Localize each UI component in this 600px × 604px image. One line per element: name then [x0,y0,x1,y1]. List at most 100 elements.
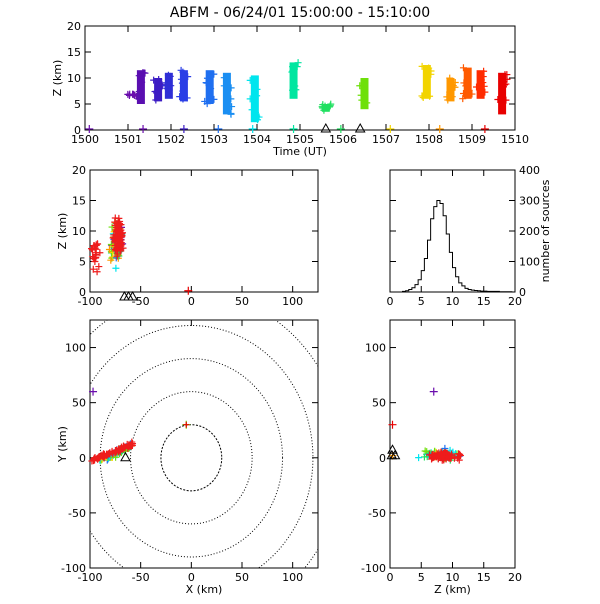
range-rings [90,320,318,568]
range-ring [130,391,253,525]
source-point [111,245,119,253]
source-point [176,93,184,101]
y-tick-label: 10 [67,72,81,85]
source-point [227,95,235,103]
y-tick-label: 10 [72,225,86,238]
ground-strike-point [435,124,444,133]
source-point [455,456,463,464]
source-point [89,265,97,273]
source-point [201,97,209,105]
source-point [459,89,467,97]
source-point [118,232,126,240]
x-tick-label: 20 [508,295,522,308]
source-point [184,73,192,81]
source-point [418,92,426,100]
y-tick-label: 100 [365,342,386,355]
source-point [429,387,438,396]
ground-strike-point [480,124,489,133]
source-point [179,87,187,95]
source-point [432,452,440,460]
source-point [106,450,114,458]
ground-strike-point [139,124,148,133]
source-point [479,79,487,87]
plot-frame [89,319,319,569]
x-tick-label: 1500 [71,133,99,146]
x-tick-label: 0 [188,571,195,584]
source-point [428,451,436,459]
ground-strike-point [179,124,188,133]
station-marker [354,122,366,133]
source-point [128,440,136,448]
source-point [178,79,186,87]
source-point [177,66,185,74]
source-point [113,234,121,242]
source-point [165,78,173,86]
source-point [210,70,218,78]
x-tick-label: 1506 [329,133,357,146]
range-ring [90,325,314,568]
source-point [290,63,298,71]
source-cluster-bar [250,75,259,123]
x-tick-label: 1504 [243,133,271,146]
y-tick-label: 100 [65,342,86,355]
source-point [152,96,160,104]
y-tick-label: 200 [519,225,540,238]
source-point [220,74,228,82]
source-point [480,82,488,90]
source-point [420,453,428,461]
source-point [459,64,467,72]
source-point [294,59,302,67]
y-tick-label: -50 [368,507,386,520]
station-marker [127,290,138,301]
x-tick-label: 5 [418,571,425,584]
source-point [107,256,115,264]
source-point [481,88,489,96]
source-point [135,72,143,80]
x-height-panel: -100 -50 0 50 100 0 5 10 15 20 Z (km) [56,164,319,308]
x-tick-label: 5 [418,295,425,308]
source-point [90,254,98,262]
source-point [203,79,211,87]
source-point [454,453,462,461]
source-point [210,95,218,103]
ground-strike-point [85,124,94,133]
source-point [92,251,100,259]
source-point [115,445,123,453]
range-ring [160,424,223,492]
y-tick-label: 5 [74,98,81,111]
x-tick-label: 0 [188,295,195,308]
source-point [135,87,143,95]
source-point [95,263,103,271]
plot-frame [89,169,319,293]
y-tick-label: 15 [67,46,81,59]
source-point [358,96,366,104]
x-tick-label: 15 [477,295,491,308]
source-point [166,72,174,80]
source-point [207,85,215,93]
y-tick-label: 300 [519,195,540,208]
source-point [253,112,261,120]
source-point [112,264,120,272]
x-tick-label: 15 [477,571,491,584]
y-tick-label: 0 [379,452,386,465]
source-point [220,82,228,90]
source-point [96,249,104,257]
y-axis-label: number of sources [539,179,552,282]
source-point [246,95,254,103]
source-point [141,69,149,77]
figure-title: ABFM - 06/24/01 15:00:00 - 15:10:00 [170,5,430,21]
source-point [502,80,510,88]
x-tick-label: 100 [282,295,303,308]
plot-frame [389,319,516,569]
source-point [451,79,459,87]
x-tick-label: -100 [78,295,103,308]
x-tick-label: -50 [132,571,150,584]
y-tick-label: -100 [61,562,86,575]
y-axis-label: Y (km) [56,426,69,463]
source-point [361,88,369,96]
source-point [360,85,368,93]
source-point [437,451,445,459]
station-marker [120,451,131,462]
source-point [251,108,259,116]
